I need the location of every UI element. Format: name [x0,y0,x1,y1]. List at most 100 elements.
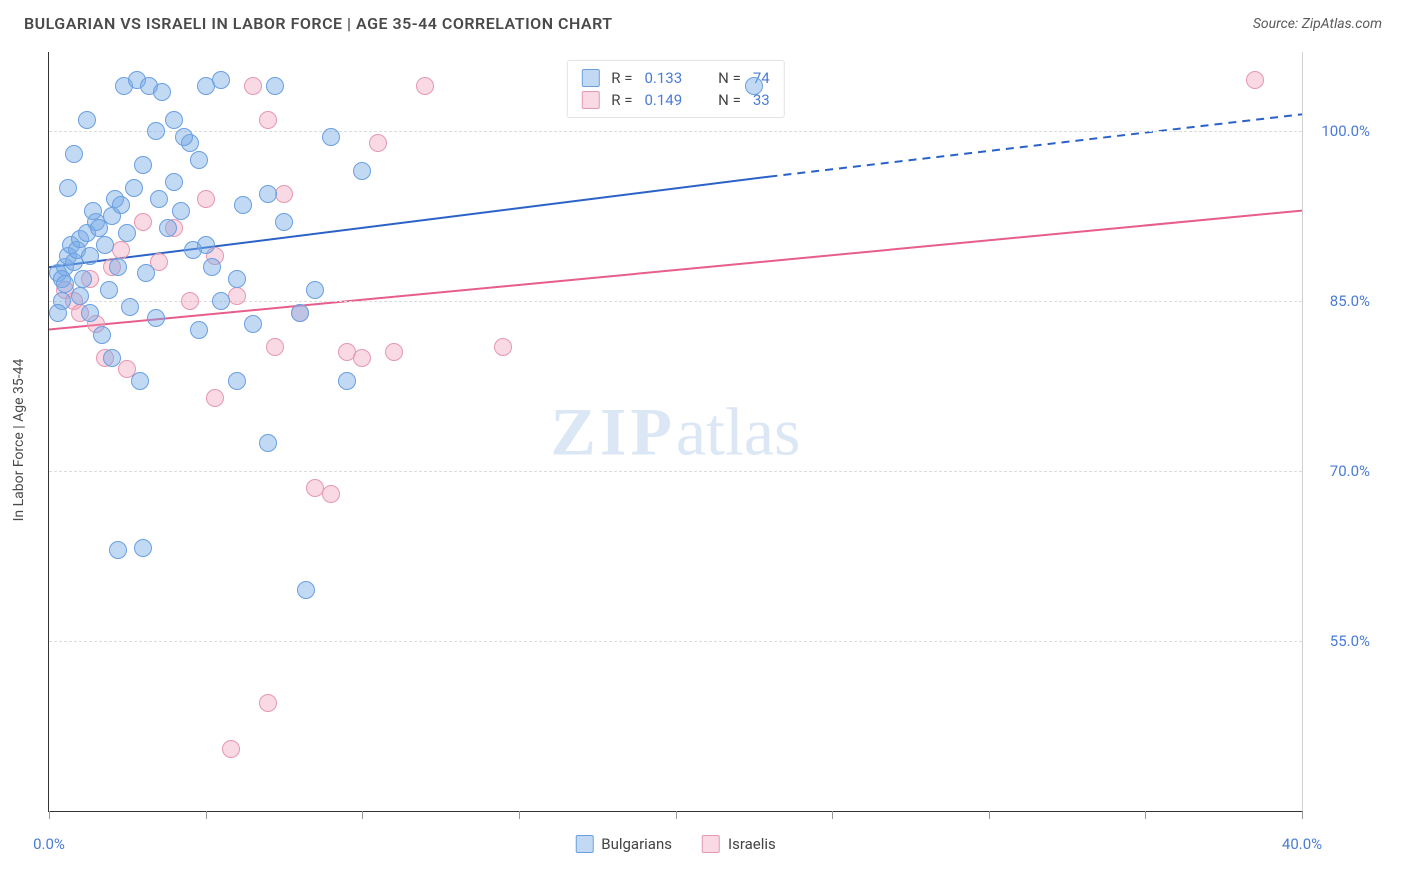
data-point-bulgarians [228,270,246,288]
x-tick [1145,811,1146,819]
stat-r-value: 0.133 [644,69,682,87]
x-tick [1302,811,1303,819]
y-tick-label: 100.0% [1321,122,1370,140]
data-point-bulgarians [275,213,293,231]
x-tick [362,811,363,819]
data-point-bulgarians [147,309,165,327]
data-point-israelis [275,185,293,203]
chart-source: Source: ZipAtlas.com [1253,16,1382,32]
data-point-bulgarians [147,122,165,140]
x-tick [49,811,50,819]
data-point-bulgarians [93,326,111,344]
gridline-h [49,131,1302,132]
data-point-bulgarians [100,281,118,299]
data-point-israelis [228,287,246,305]
x-tick [989,811,990,819]
stat-legend-row: R =0.149N =33 [581,89,769,111]
data-point-israelis [244,77,262,95]
legend-swatch [581,69,599,87]
data-point-israelis [259,694,277,712]
chart-header: BULGARIAN VS ISRAELI IN LABOR FORCE | AG… [0,0,1406,43]
data-point-israelis [134,213,152,231]
data-point-bulgarians [259,185,277,203]
x-tick [519,811,520,819]
gridline-h [49,641,1302,642]
data-point-israelis [266,338,284,356]
data-point-israelis [1246,71,1264,89]
x-tick [676,811,677,819]
series-legend: Bulgarians Israelis [575,835,776,853]
data-point-bulgarians [49,304,67,322]
data-point-bulgarians [112,196,130,214]
data-point-israelis [222,740,240,758]
legend-label: Bulgarians [601,835,672,853]
legend-swatch [702,835,720,853]
data-point-israelis [385,343,403,361]
data-point-israelis [112,241,130,259]
data-point-israelis [181,292,199,310]
trend-lines [49,52,1302,811]
legend-item-bulgarians: Bulgarians [575,835,672,853]
data-point-bulgarians [131,372,149,390]
legend-swatch [575,835,593,853]
data-point-israelis [322,485,340,503]
data-point-bulgarians [81,304,99,322]
legend-label: Israelis [728,835,776,853]
data-point-bulgarians [56,275,74,293]
data-point-bulgarians [78,111,96,129]
x-tick-label: 40.0% [1282,835,1322,853]
x-tick [832,811,833,819]
x-tick-label: 0.0% [33,835,65,853]
data-point-bulgarians [234,196,252,214]
x-tick [206,811,207,819]
data-point-bulgarians [184,241,202,259]
data-point-bulgarians [150,190,168,208]
data-point-bulgarians [134,156,152,174]
watermark-atlas: atlas [676,393,801,469]
data-point-bulgarians [103,349,121,367]
y-tick-label: 70.0% [1330,462,1370,480]
data-point-bulgarians [65,145,83,163]
data-point-israelis [369,134,387,152]
data-point-israelis [494,338,512,356]
chart-container: In Labor Force | Age 35-44 ZIPatlas R =0… [48,52,1388,842]
legend-swatch [581,91,599,109]
data-point-bulgarians [322,128,340,146]
data-point-bulgarians [175,128,193,146]
y-tick-label: 55.0% [1330,632,1370,650]
stat-n-label: N = [718,91,741,109]
data-point-israelis [197,190,215,208]
data-point-bulgarians [125,179,143,197]
data-point-israelis [259,111,277,129]
data-point-bulgarians [228,372,246,390]
stat-legend-row: R =0.133N =74 [581,67,769,89]
gridline-h [49,471,1302,472]
data-point-bulgarians [137,264,155,282]
data-point-bulgarians [153,83,171,101]
stat-n-label: N = [718,69,741,87]
data-point-bulgarians [134,539,152,557]
data-point-bulgarians [165,111,183,129]
data-point-bulgarians [159,219,177,237]
data-point-israelis [206,389,224,407]
stat-r-label: R = [611,69,632,87]
data-point-bulgarians [84,202,102,220]
data-point-bulgarians [121,298,139,316]
data-point-bulgarians [172,202,190,220]
trend-line [769,114,1302,176]
data-point-bulgarians [71,287,89,305]
data-point-bulgarians [259,434,277,452]
stat-r-label: R = [611,91,632,109]
data-point-bulgarians [306,281,324,299]
data-point-bulgarians [109,258,127,276]
data-point-bulgarians [266,77,284,95]
data-point-bulgarians [244,315,262,333]
stat-r-value: 0.149 [644,91,682,109]
data-point-bulgarians [745,77,763,95]
data-point-bulgarians [212,292,230,310]
data-point-bulgarians [190,321,208,339]
data-point-israelis [353,349,371,367]
plot-area: In Labor Force | Age 35-44 ZIPatlas R =0… [48,52,1303,812]
data-point-bulgarians [118,224,136,242]
data-point-bulgarians [297,581,315,599]
